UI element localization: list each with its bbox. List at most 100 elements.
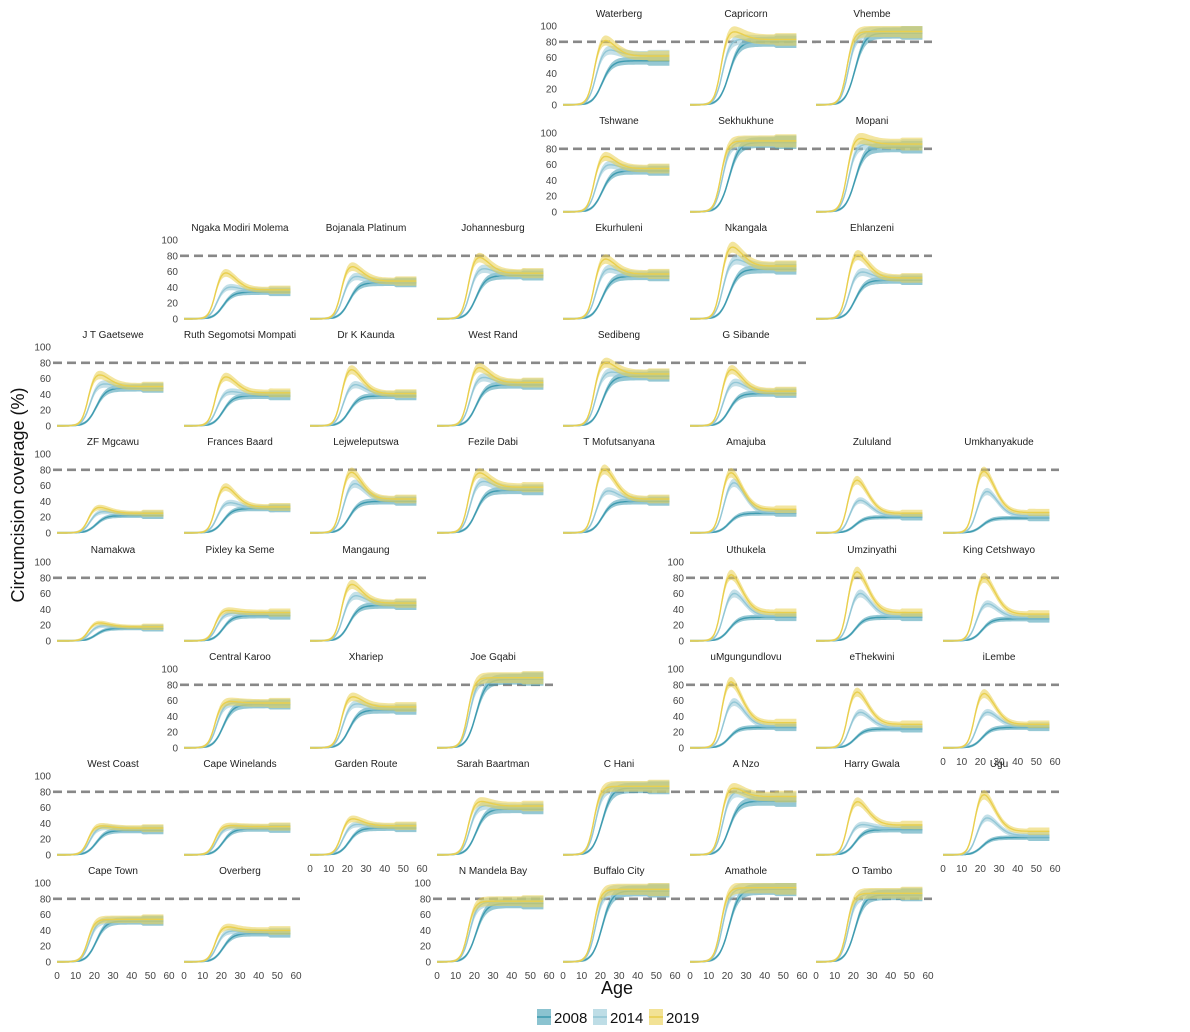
x-tick-label: 40 xyxy=(632,971,644,982)
y-tick-label: 40 xyxy=(40,390,52,401)
band-2019 xyxy=(690,468,796,533)
band-2019 xyxy=(563,35,669,105)
y-tick-label: 20 xyxy=(40,942,52,953)
y-tick-label: 40 xyxy=(40,926,52,937)
line-2008 xyxy=(437,809,543,855)
panel-title: Bojanala Platinum xyxy=(326,223,407,234)
line-2008 xyxy=(563,891,669,962)
legend: 2008 2014 2019 xyxy=(537,1009,699,1027)
panel-title: Mopani xyxy=(856,116,889,127)
band-2019 xyxy=(184,698,290,748)
x-tick-label: 50 xyxy=(272,971,284,982)
y-tick-label: 100 xyxy=(34,558,51,569)
panel-mangaung: Mangaung xyxy=(306,545,426,641)
band-2019 xyxy=(437,895,543,962)
panel-title: A Nzo xyxy=(733,759,760,770)
x-tick-label: 50 xyxy=(1031,757,1043,768)
x-tick-label: 40 xyxy=(506,971,518,982)
line-2008 xyxy=(184,934,290,962)
x-tick-label: 40 xyxy=(885,971,897,982)
panel-title: Namakwa xyxy=(91,545,136,556)
x-tick-label: 10 xyxy=(956,757,968,768)
x-tick-label: 10 xyxy=(70,971,82,982)
band-2019 xyxy=(437,671,543,748)
panel-title: Nkangala xyxy=(725,223,768,234)
line-2008 xyxy=(437,679,543,748)
panel-vhembe: Vhembe xyxy=(812,9,932,105)
y-tick-label: 40 xyxy=(40,819,52,830)
line-2008 xyxy=(563,61,669,105)
panel-nkangala: Nkangala xyxy=(686,223,816,319)
x-tick-label: 40 xyxy=(253,971,265,982)
panel-ethekwini: eThekwini xyxy=(812,652,942,748)
line-2008 xyxy=(563,376,669,426)
y-tick-label: 20 xyxy=(40,406,52,417)
y-tick-label: 100 xyxy=(34,450,51,461)
x-tick-label: 40 xyxy=(126,971,138,982)
panel-king-cetshwayo: King Cetshwayo xyxy=(939,545,1059,641)
panel-lejweleputswa: Lejweleputswa xyxy=(306,437,436,533)
line-2008 xyxy=(184,705,290,748)
line-2008 xyxy=(310,710,416,748)
panel-ilembe: iLembe 0 10 20 30 40 50 60 xyxy=(939,652,1061,768)
panel-namakwa: Namakwa020406080100 xyxy=(34,545,183,648)
y-tick-label: 60 xyxy=(40,910,52,921)
panel-title: Ugu xyxy=(990,759,1008,770)
panel-title: Vhembe xyxy=(853,9,891,20)
line-2008 xyxy=(816,147,922,212)
line-2008 xyxy=(437,385,543,426)
x-tick-label: 40 xyxy=(759,971,771,982)
panel-umkhanyakude: Umkhanyakude xyxy=(939,437,1059,533)
panel-ekurhuleni: Ekurhuleni xyxy=(559,223,689,319)
y-tick-label: 100 xyxy=(161,665,178,676)
panel-joe-gqabi: Joe Gqabi xyxy=(433,652,553,748)
y-tick-label: 0 xyxy=(45,958,51,969)
x-tick-label: 0 xyxy=(813,971,819,982)
line-2008 xyxy=(437,490,543,533)
line-2019 xyxy=(563,889,669,962)
y-tick-label: 20 xyxy=(167,299,179,310)
x-tick-label: 60 xyxy=(796,971,808,982)
y-tick-label: 60 xyxy=(40,803,52,814)
panel-title: Umkhanyakude xyxy=(964,437,1034,448)
x-tick-label: 10 xyxy=(323,864,335,875)
y-tick-label: 40 xyxy=(167,283,179,294)
y-tick-label: 20 xyxy=(673,728,685,739)
panel-title: Ngaka Modiri Molema xyxy=(191,223,289,234)
panel-garden-route: Garden Route0 10 20 30 40 50 60 xyxy=(306,759,436,875)
panel-title: iLembe xyxy=(983,652,1016,663)
x-tick-label: 30 xyxy=(234,971,246,982)
y-tick-label: 0 xyxy=(551,101,557,112)
panel-umgungundlovu: uMgungundlovu020406080100 xyxy=(667,652,816,755)
y-tick-label: 40 xyxy=(673,712,685,723)
y-tick-label: 20 xyxy=(40,621,52,632)
panel-title: ZF Mgcawu xyxy=(87,437,139,448)
x-tick-label: 20 xyxy=(469,971,481,982)
panel-ngaka-modiri-molema: Ngaka Modiri Molema 0 20 40 60 80 100 xyxy=(161,223,310,326)
line-2014 xyxy=(563,890,669,962)
line-2014 xyxy=(816,894,922,962)
line-2008 xyxy=(690,801,796,855)
y-tick-label: 80 xyxy=(673,573,685,584)
x-tick-label: 20 xyxy=(975,757,987,768)
y-tick-label: 80 xyxy=(167,680,179,691)
line-2019 xyxy=(816,893,922,962)
y-tick-label: 60 xyxy=(40,374,52,385)
panel-amajuba: Amajuba xyxy=(686,437,816,533)
x-tick-label: 30 xyxy=(993,864,1005,875)
panel-title: Ekurhuleni xyxy=(595,223,642,234)
x-tick-label: 60 xyxy=(669,971,681,982)
panel-umzinyathi: Umzinyathi xyxy=(812,545,942,641)
x-tick-label: 20 xyxy=(848,971,860,982)
band-2019 xyxy=(437,363,543,426)
panel-title: Central Karoo xyxy=(209,652,271,663)
y-tick-label: 60 xyxy=(546,53,558,64)
y-tick-label: 40 xyxy=(546,176,558,187)
x-tick-label: 0 xyxy=(940,757,946,768)
y-tick-label: 80 xyxy=(546,37,558,48)
y-tick-label: 20 xyxy=(673,621,685,632)
band-2019 xyxy=(437,253,543,319)
x-tick-label: 50 xyxy=(904,971,916,982)
y-tick-label: 100 xyxy=(34,879,51,890)
